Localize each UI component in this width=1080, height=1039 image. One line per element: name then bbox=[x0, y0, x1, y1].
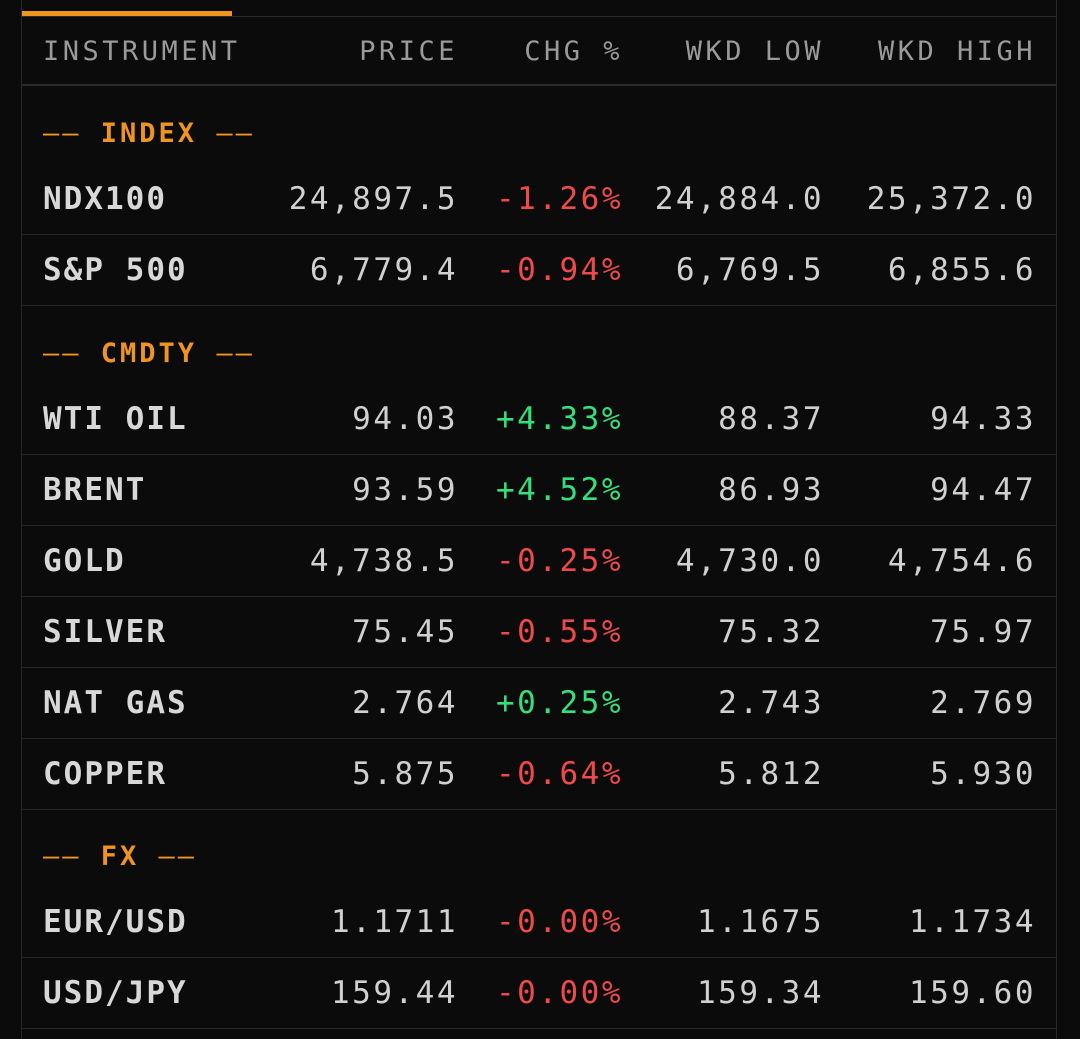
price-value: 75.45 bbox=[352, 614, 458, 650]
instrument-name: EUR/USD bbox=[43, 904, 188, 940]
price-value: 93.59 bbox=[352, 472, 458, 508]
change-percent: -1.26% bbox=[496, 181, 623, 217]
table-row[interactable]: WTI OIL 94.03 +4.33% 88.37 94.33 bbox=[22, 384, 1056, 455]
header-wkd-high[interactable]: WKD HIGH bbox=[877, 36, 1036, 67]
change-percent: +0.25% bbox=[496, 685, 623, 721]
price-value: 6,779.4 bbox=[309, 252, 458, 288]
section-dash-right: —— bbox=[216, 338, 255, 369]
table-row[interactable]: BRENT 93.59 +4.52% 86.93 94.47 bbox=[22, 455, 1056, 526]
instrument-name: WTI OIL bbox=[43, 401, 188, 437]
weekend-high-value: 6,855.6 bbox=[887, 252, 1036, 288]
top-divider bbox=[22, 16, 1056, 17]
weekend-high-value: 2.769 bbox=[930, 685, 1036, 721]
table-row[interactable]: S&P 500 6,779.4 -0.94% 6,769.5 6,855.6 bbox=[22, 235, 1056, 306]
section-dash-left: —— bbox=[43, 338, 82, 369]
weekend-high-value: 4,754.6 bbox=[887, 543, 1036, 579]
price-value: 24,897.5 bbox=[288, 181, 458, 217]
table-row[interactable]: GOLD 4,738.5 -0.25% 4,730.0 4,754.6 bbox=[22, 526, 1056, 597]
change-percent: +4.33% bbox=[496, 401, 623, 437]
weekend-low-value: 1.1675 bbox=[697, 904, 824, 940]
change-percent: +4.52% bbox=[496, 472, 623, 508]
instrument-name: GOLD bbox=[43, 543, 126, 579]
instrument-name: SILVER bbox=[43, 614, 167, 650]
weekend-low-value: 88.37 bbox=[718, 401, 824, 437]
section-header-cmdty: —— CMDTY —— bbox=[43, 338, 255, 369]
price-value: 5.875 bbox=[352, 756, 458, 792]
weekend-low-value: 4,730.0 bbox=[675, 543, 824, 579]
weekend-low-value: 6,769.5 bbox=[675, 252, 824, 288]
weekend-high-value: 25,372.0 bbox=[866, 181, 1036, 217]
active-tab-indicator bbox=[22, 11, 232, 16]
change-percent: -0.00% bbox=[496, 975, 623, 1011]
price-value: 4,738.5 bbox=[309, 543, 458, 579]
instrument-name: BRENT bbox=[43, 472, 147, 508]
weekend-low-value: 24,884.0 bbox=[654, 181, 824, 217]
instrument-name: NDX100 bbox=[43, 181, 167, 217]
change-percent: -0.64% bbox=[496, 756, 623, 792]
section-header-fx: —— FX —— bbox=[43, 841, 197, 872]
table-row[interactable]: NAT GAS 2.764 +0.25% 2.743 2.769 bbox=[22, 668, 1056, 739]
instrument-name: COPPER bbox=[43, 756, 167, 792]
price-value: 94.03 bbox=[352, 401, 458, 437]
weekend-high-value: 1.1734 bbox=[909, 904, 1036, 940]
table-row[interactable]: SILVER 75.45 -0.55% 75.32 75.97 bbox=[22, 597, 1056, 668]
header-price[interactable]: PRICE bbox=[359, 36, 458, 67]
section-label: FX bbox=[81, 841, 159, 872]
section-label: CMDTY bbox=[81, 338, 217, 369]
table-row[interactable]: EUR/USD 1.1711 -0.00% 1.1675 1.1734 bbox=[22, 887, 1056, 958]
weekend-high-value: 75.97 bbox=[930, 614, 1036, 650]
weekend-low-value: 86.93 bbox=[718, 472, 824, 508]
price-value: 2.764 bbox=[352, 685, 458, 721]
change-percent: -0.94% bbox=[496, 252, 623, 288]
weekend-high-value: 94.33 bbox=[930, 401, 1036, 437]
header-wkd-low[interactable]: WKD LOW bbox=[685, 36, 824, 67]
section-header-index: —— INDEX —— bbox=[43, 118, 255, 149]
weekend-low-value: 2.743 bbox=[718, 685, 824, 721]
table-row[interactable]: USD/JPY 159.44 -0.00% 159.34 159.60 bbox=[22, 958, 1056, 1029]
price-value: 1.1711 bbox=[331, 904, 458, 940]
section-dash-right: —— bbox=[216, 118, 255, 149]
instrument-name: USD/JPY bbox=[43, 975, 188, 1011]
table-row[interactable]: COPPER 5.875 -0.64% 5.812 5.930 bbox=[22, 739, 1056, 810]
price-value: 159.44 bbox=[331, 975, 458, 1011]
weekend-low-value: 159.34 bbox=[697, 975, 824, 1011]
change-percent: -0.00% bbox=[496, 904, 623, 940]
weekend-low-value: 75.32 bbox=[718, 614, 824, 650]
section-label: INDEX bbox=[81, 118, 217, 149]
market-table-panel: INSTRUMENT PRICE CHG % WKD LOW WKD HIGH … bbox=[21, 0, 1057, 1039]
section-dash-right: —— bbox=[158, 841, 198, 872]
section-dash-left: —— bbox=[43, 118, 82, 149]
change-percent: -0.55% bbox=[496, 614, 623, 650]
header-chg[interactable]: CHG % bbox=[524, 36, 623, 67]
table-row[interactable]: NDX100 24,897.5 -1.26% 24,884.0 25,372.0 bbox=[22, 164, 1056, 235]
instrument-name: S&P 500 bbox=[43, 252, 188, 288]
weekend-high-value: 5.930 bbox=[930, 756, 1036, 792]
weekend-high-value: 159.60 bbox=[909, 975, 1036, 1011]
change-percent: -0.25% bbox=[496, 543, 623, 579]
header-instrument[interactable]: INSTRUMENT bbox=[43, 36, 241, 67]
table-header: INSTRUMENT PRICE CHG % WKD LOW WKD HIGH bbox=[22, 17, 1056, 86]
section-dash-left: —— bbox=[43, 841, 82, 872]
weekend-low-value: 5.812 bbox=[718, 756, 824, 792]
weekend-high-value: 94.47 bbox=[930, 472, 1036, 508]
instrument-name: NAT GAS bbox=[43, 685, 188, 721]
